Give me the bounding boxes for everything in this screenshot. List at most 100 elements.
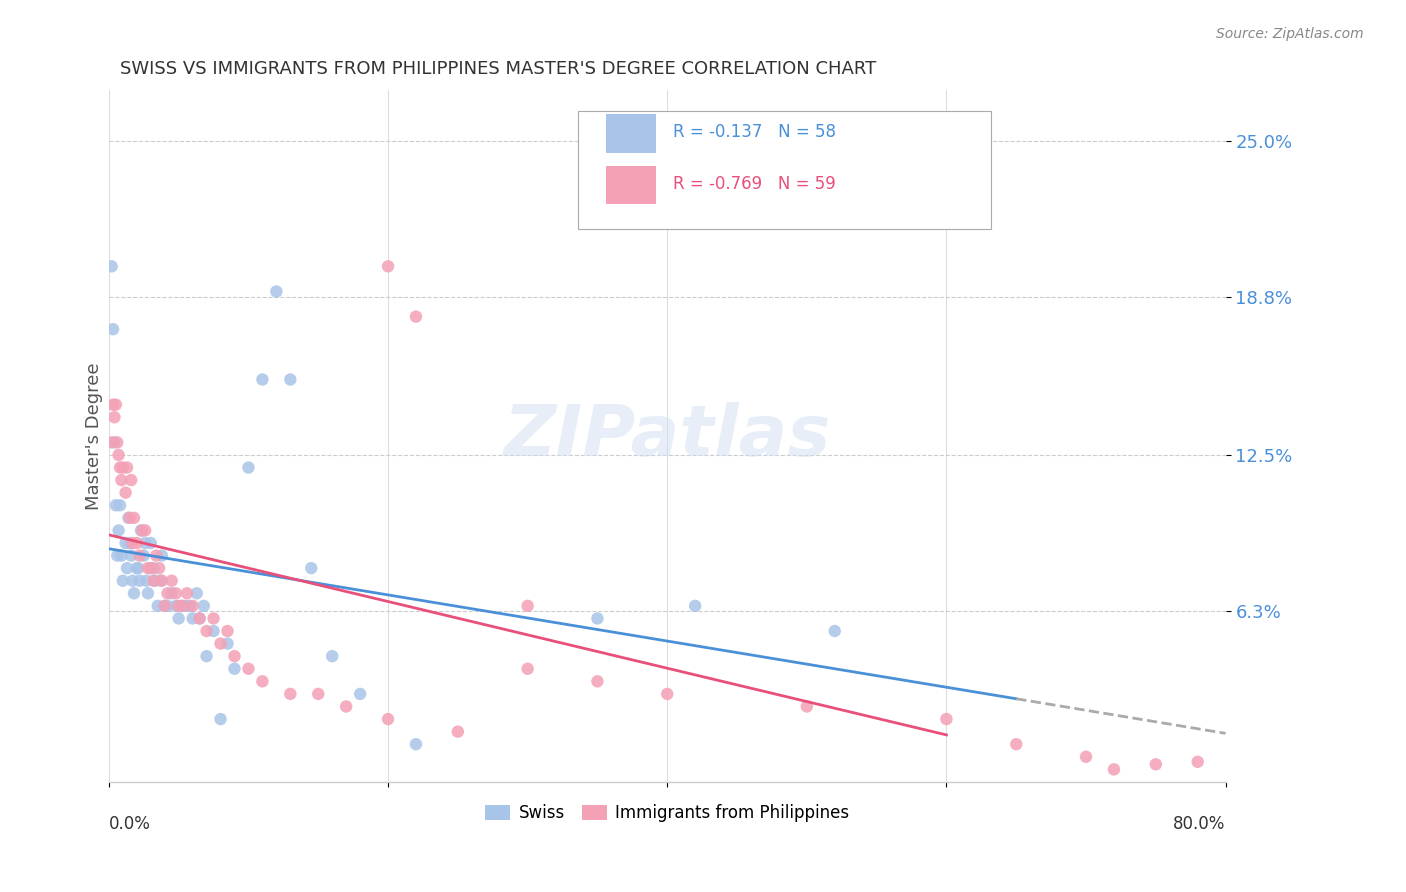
Point	[405, 310, 427, 324]
Point	[224, 649, 246, 664]
Point	[121, 574, 143, 588]
Point	[100, 435, 122, 450]
Point	[131, 524, 153, 538]
Point	[796, 699, 818, 714]
Point	[107, 448, 129, 462]
Point	[160, 586, 183, 600]
Point	[110, 473, 132, 487]
Point	[179, 599, 201, 613]
Point	[134, 524, 156, 538]
Point	[108, 498, 131, 512]
Point	[238, 662, 260, 676]
Point	[447, 724, 470, 739]
Point	[1005, 737, 1028, 751]
Point	[307, 687, 329, 701]
Point	[145, 549, 167, 563]
Point	[935, 712, 957, 726]
Legend: Swiss, Immigrants from Philippines: Swiss, Immigrants from Philippines	[478, 797, 856, 829]
Point	[135, 574, 157, 588]
Point	[683, 599, 706, 613]
Point	[181, 611, 204, 625]
Point	[167, 611, 190, 625]
Point	[195, 649, 218, 664]
Point	[150, 549, 173, 563]
Point	[202, 624, 225, 638]
Point	[128, 549, 150, 563]
Point	[195, 624, 218, 638]
Point	[252, 372, 274, 386]
Point	[335, 699, 357, 714]
Point	[104, 498, 127, 512]
Point	[105, 549, 128, 563]
Point	[132, 549, 155, 563]
Point	[148, 561, 170, 575]
Point	[516, 662, 538, 676]
Point	[142, 561, 165, 575]
Point	[105, 435, 128, 450]
Point	[188, 611, 211, 625]
Point	[143, 574, 166, 588]
Text: 0.0%: 0.0%	[108, 814, 150, 832]
Point	[167, 599, 190, 613]
Point	[117, 511, 139, 525]
Point	[176, 586, 198, 600]
FancyBboxPatch shape	[606, 166, 657, 204]
Point	[377, 260, 399, 274]
Point	[153, 599, 176, 613]
Point	[142, 574, 165, 588]
Point	[127, 561, 149, 575]
Point	[349, 687, 371, 701]
Point	[101, 322, 124, 336]
FancyBboxPatch shape	[578, 111, 991, 228]
Point	[108, 460, 131, 475]
Point	[405, 737, 427, 751]
Point	[146, 599, 169, 613]
Point	[111, 460, 134, 475]
Point	[115, 561, 138, 575]
Point	[114, 485, 136, 500]
Point	[1144, 757, 1167, 772]
Point	[170, 599, 193, 613]
Text: Source: ZipAtlas.com: Source: ZipAtlas.com	[1216, 27, 1364, 41]
Y-axis label: Master's Degree: Master's Degree	[86, 362, 103, 510]
Point	[160, 574, 183, 588]
Point	[202, 611, 225, 625]
Point	[114, 536, 136, 550]
Point	[156, 599, 179, 613]
Text: ZIPatlas: ZIPatlas	[503, 401, 831, 471]
Point	[118, 511, 141, 525]
Point	[657, 687, 679, 701]
Point	[209, 637, 232, 651]
Point	[122, 586, 145, 600]
Point	[586, 674, 609, 689]
Point	[103, 410, 125, 425]
Point	[150, 574, 173, 588]
Point	[134, 536, 156, 550]
Point	[321, 649, 343, 664]
Point	[125, 536, 148, 550]
Point	[122, 511, 145, 525]
Point	[1074, 749, 1097, 764]
Point	[174, 599, 197, 613]
Point	[824, 624, 846, 638]
FancyBboxPatch shape	[606, 114, 657, 153]
Point	[139, 561, 162, 575]
Point	[156, 586, 179, 600]
Point	[104, 398, 127, 412]
Point	[266, 285, 288, 299]
Point	[149, 574, 172, 588]
Point	[165, 586, 187, 600]
Point	[217, 637, 239, 651]
Point	[165, 599, 187, 613]
Point	[139, 536, 162, 550]
Point	[252, 674, 274, 689]
Point	[101, 398, 124, 412]
Point	[120, 549, 142, 563]
Text: 80.0%: 80.0%	[1173, 814, 1226, 832]
Point	[136, 586, 159, 600]
Point	[153, 599, 176, 613]
Text: SWISS VS IMMIGRANTS FROM PHILIPPINES MASTER'S DEGREE CORRELATION CHART: SWISS VS IMMIGRANTS FROM PHILIPPINES MAS…	[120, 60, 876, 78]
Point	[193, 599, 215, 613]
Point	[377, 712, 399, 726]
Text: R = -0.769   N = 59: R = -0.769 N = 59	[673, 175, 835, 193]
